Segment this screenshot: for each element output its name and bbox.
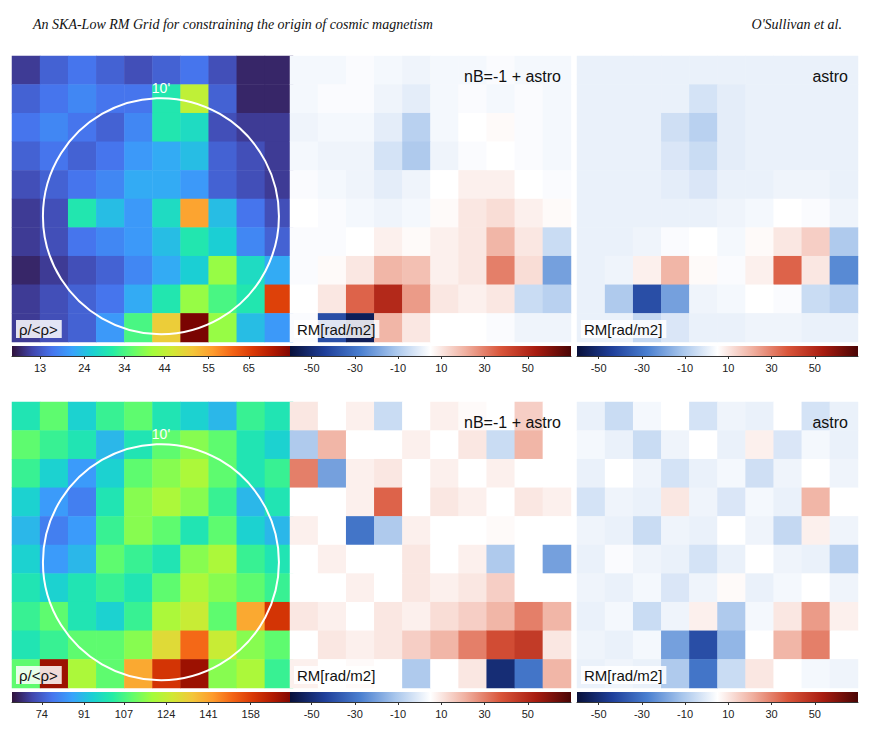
svg-text:-30: -30: [347, 362, 363, 374]
svg-text:124: 124: [157, 708, 175, 720]
svg-text:10: 10: [722, 708, 734, 720]
svg-text:34: 34: [118, 362, 130, 374]
svg-text:ρ/<ρ>: ρ/<ρ>: [19, 321, 58, 338]
svg-text:24: 24: [78, 362, 90, 374]
svg-text:-50: -50: [304, 362, 320, 374]
svg-text:nB=-1 + astro: nB=-1 + astro: [464, 414, 561, 431]
svg-text:RM[rad/m2]: RM[rad/m2]: [297, 667, 375, 684]
svg-text:74: 74: [36, 708, 48, 720]
svg-text:44: 44: [158, 362, 170, 374]
svg-text:50: 50: [522, 362, 534, 374]
svg-text:10: 10: [435, 362, 447, 374]
svg-text:13: 13: [34, 362, 46, 374]
svg-text:158: 158: [242, 708, 260, 720]
svg-text:An SKA-Low RM Grid for constra: An SKA-Low RM Grid for constraining the …: [32, 17, 433, 32]
svg-text:65: 65: [243, 362, 255, 374]
svg-text:astro: astro: [812, 414, 848, 431]
svg-text:30: 30: [765, 708, 777, 720]
svg-text:107: 107: [115, 708, 133, 720]
svg-text:-50: -50: [304, 708, 320, 720]
svg-text:-10: -10: [390, 362, 406, 374]
svg-text:55: 55: [203, 362, 215, 374]
svg-text:141: 141: [199, 708, 217, 720]
svg-text:RM[rad/m2]: RM[rad/m2]: [584, 667, 662, 684]
svg-text:RM[rad/m2]: RM[rad/m2]: [584, 321, 662, 338]
svg-text:30: 30: [478, 708, 490, 720]
svg-text:-10: -10: [390, 708, 406, 720]
svg-text:91: 91: [78, 708, 90, 720]
svg-text:nB=-1 + astro: nB=-1 + astro: [464, 68, 561, 85]
svg-text:astro: astro: [812, 68, 848, 85]
svg-text:50: 50: [809, 708, 821, 720]
svg-text:50: 50: [522, 708, 534, 720]
svg-text:10: 10: [435, 708, 447, 720]
svg-text:ρ/<ρ>: ρ/<ρ>: [19, 667, 58, 684]
svg-text:-50: -50: [591, 362, 607, 374]
svg-text:RM[rad/m2]: RM[rad/m2]: [297, 321, 375, 338]
svg-text:-10: -10: [677, 708, 693, 720]
svg-text:30: 30: [765, 362, 777, 374]
svg-text:-10: -10: [677, 362, 693, 374]
svg-text:10': 10': [152, 426, 170, 442]
svg-text:O'Sullivan et al.: O'Sullivan et al.: [752, 17, 842, 32]
svg-text:-30: -30: [347, 708, 363, 720]
svg-text:10': 10': [152, 80, 170, 96]
svg-text:50: 50: [809, 362, 821, 374]
svg-text:-30: -30: [634, 708, 650, 720]
svg-text:-30: -30: [634, 362, 650, 374]
svg-text:30: 30: [478, 362, 490, 374]
svg-text:10: 10: [722, 362, 734, 374]
svg-text:-50: -50: [591, 708, 607, 720]
